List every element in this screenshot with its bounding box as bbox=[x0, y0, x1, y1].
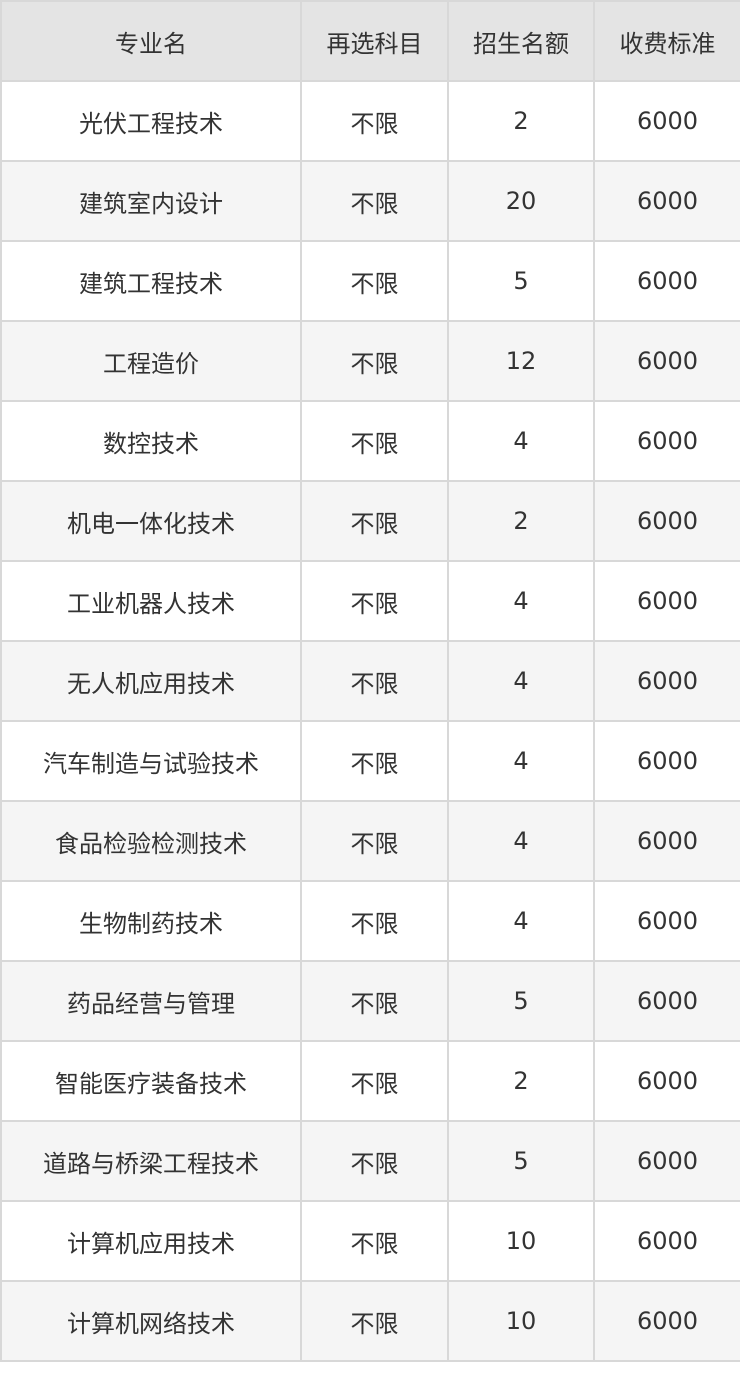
major-cell: 建筑室内设计 bbox=[0, 160, 302, 242]
quota-cell: 4 bbox=[447, 400, 595, 482]
subjects-cell: 不限 bbox=[300, 400, 449, 482]
table-row: 计算机应用技术 不限 10 6000 bbox=[0, 1200, 740, 1282]
table-row: 机电一体化技术 不限 2 6000 bbox=[0, 480, 740, 562]
table-row: 食品检验检测技术 不限 4 6000 bbox=[0, 800, 740, 882]
subjects-cell: 不限 bbox=[300, 880, 449, 962]
quota-cell: 4 bbox=[447, 800, 595, 882]
header-fee: 收费标准 bbox=[593, 0, 740, 82]
major-cell: 计算机应用技术 bbox=[0, 1200, 302, 1282]
table-row: 数控技术 不限 4 6000 bbox=[0, 400, 740, 482]
subjects-cell: 不限 bbox=[300, 160, 449, 242]
table-row: 建筑工程技术 不限 5 6000 bbox=[0, 240, 740, 322]
fee-cell: 6000 bbox=[593, 800, 740, 882]
table-row: 光伏工程技术 不限 2 6000 bbox=[0, 80, 740, 162]
fee-cell: 6000 bbox=[593, 320, 740, 402]
subjects-cell: 不限 bbox=[300, 720, 449, 802]
major-cell: 食品检验检测技术 bbox=[0, 800, 302, 882]
fee-cell: 6000 bbox=[593, 960, 740, 1042]
fee-cell: 6000 bbox=[593, 560, 740, 642]
quota-cell: 10 bbox=[447, 1280, 595, 1362]
fee-cell: 6000 bbox=[593, 80, 740, 162]
header-subjects: 再选科目 bbox=[300, 0, 449, 82]
major-cell: 智能医疗装备技术 bbox=[0, 1040, 302, 1122]
fee-cell: 6000 bbox=[593, 1040, 740, 1122]
subjects-cell: 不限 bbox=[300, 1040, 449, 1122]
major-cell: 光伏工程技术 bbox=[0, 80, 302, 162]
header-row: 专业名 再选科目 招生名额 收费标准 bbox=[0, 0, 740, 82]
table-row: 生物制药技术 不限 4 6000 bbox=[0, 880, 740, 962]
major-cell: 机电一体化技术 bbox=[0, 480, 302, 562]
table-row: 智能医疗装备技术 不限 2 6000 bbox=[0, 1040, 740, 1122]
fee-cell: 6000 bbox=[593, 880, 740, 962]
major-cell: 工程造价 bbox=[0, 320, 302, 402]
header-quota: 招生名额 bbox=[447, 0, 595, 82]
fee-cell: 6000 bbox=[593, 480, 740, 562]
fee-cell: 6000 bbox=[593, 160, 740, 242]
major-cell: 道路与桥梁工程技术 bbox=[0, 1120, 302, 1202]
quota-cell: 5 bbox=[447, 1120, 595, 1202]
table-row: 药品经营与管理 不限 5 6000 bbox=[0, 960, 740, 1042]
table-row: 计算机网络技术 不限 10 6000 bbox=[0, 1280, 740, 1362]
subjects-cell: 不限 bbox=[300, 80, 449, 162]
quota-cell: 12 bbox=[447, 320, 595, 402]
subjects-cell: 不限 bbox=[300, 960, 449, 1042]
table-row: 无人机应用技术 不限 4 6000 bbox=[0, 640, 740, 722]
fee-cell: 6000 bbox=[593, 1120, 740, 1202]
quota-cell: 4 bbox=[447, 720, 595, 802]
fee-cell: 6000 bbox=[593, 640, 740, 722]
quota-cell: 20 bbox=[447, 160, 595, 242]
subjects-cell: 不限 bbox=[300, 1200, 449, 1282]
quota-cell: 10 bbox=[447, 1200, 595, 1282]
subjects-cell: 不限 bbox=[300, 800, 449, 882]
major-cell: 无人机应用技术 bbox=[0, 640, 302, 722]
major-cell: 工业机器人技术 bbox=[0, 560, 302, 642]
subjects-cell: 不限 bbox=[300, 240, 449, 322]
quota-cell: 4 bbox=[447, 640, 595, 722]
quota-cell: 4 bbox=[447, 560, 595, 642]
header-major: 专业名 bbox=[0, 0, 302, 82]
table-row: 道路与桥梁工程技术 不限 5 6000 bbox=[0, 1120, 740, 1202]
subjects-cell: 不限 bbox=[300, 560, 449, 642]
fee-cell: 6000 bbox=[593, 240, 740, 322]
fee-cell: 6000 bbox=[593, 1280, 740, 1362]
quota-cell: 5 bbox=[447, 240, 595, 322]
subjects-cell: 不限 bbox=[300, 320, 449, 402]
major-cell: 药品经营与管理 bbox=[0, 960, 302, 1042]
table-row: 工业机器人技术 不限 4 6000 bbox=[0, 560, 740, 642]
majors-table: 专业名 再选科目 招生名额 收费标准 光伏工程技术 不限 2 6000 建筑室内设计 不限… bbox=[0, 0, 740, 1362]
quota-cell: 2 bbox=[447, 480, 595, 562]
subjects-cell: 不限 bbox=[300, 1280, 449, 1362]
subjects-cell: 不限 bbox=[300, 640, 449, 722]
major-cell: 数控技术 bbox=[0, 400, 302, 482]
subjects-cell: 不限 bbox=[300, 480, 449, 562]
quota-cell: 5 bbox=[447, 960, 595, 1042]
subjects-cell: 不限 bbox=[300, 1120, 449, 1202]
fee-cell: 6000 bbox=[593, 720, 740, 802]
quota-cell: 2 bbox=[447, 1040, 595, 1122]
table-row: 建筑室内设计 不限 20 6000 bbox=[0, 160, 740, 242]
table-row: 工程造价 不限 12 6000 bbox=[0, 320, 740, 402]
major-cell: 汽车制造与试验技术 bbox=[0, 720, 302, 802]
quota-cell: 2 bbox=[447, 80, 595, 162]
fee-cell: 6000 bbox=[593, 1200, 740, 1282]
table-row: 汽车制造与试验技术 不限 4 6000 bbox=[0, 720, 740, 802]
quota-cell: 4 bbox=[447, 880, 595, 962]
major-cell: 建筑工程技术 bbox=[0, 240, 302, 322]
fee-cell: 6000 bbox=[593, 400, 740, 482]
major-cell: 计算机网络技术 bbox=[0, 1280, 302, 1362]
major-cell: 生物制药技术 bbox=[0, 880, 302, 962]
